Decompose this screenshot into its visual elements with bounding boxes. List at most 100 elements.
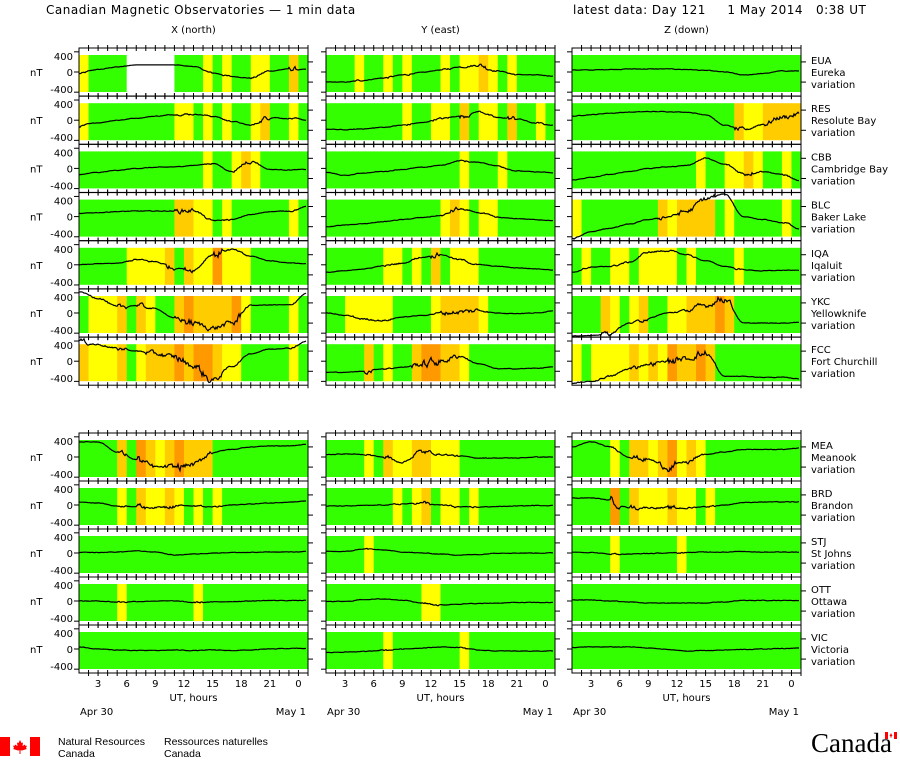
activity-band-quiet bbox=[781, 344, 792, 382]
activity-band-quiet bbox=[696, 103, 706, 141]
magnetometer-chart: X (north) Y (east) Z (down) 400 0 -400 nT EUAEu… bbox=[30, 25, 888, 718]
activity-band-quiet bbox=[516, 151, 527, 189]
activity-band-quiet bbox=[155, 296, 166, 333]
activity-band-active bbox=[164, 440, 175, 477]
activity-band-quiet bbox=[526, 151, 537, 189]
activity-band-quiet bbox=[450, 536, 460, 573]
activity-band-quiet bbox=[734, 55, 745, 92]
activity-band-quiet bbox=[402, 344, 413, 382]
station-variation-label: variation bbox=[811, 513, 855, 524]
activity-band-quiet bbox=[183, 151, 194, 189]
activity-band-quiet bbox=[638, 632, 649, 669]
activity-band-quiet bbox=[174, 247, 185, 285]
activity-band-active bbox=[696, 199, 706, 237]
activity-band-quiet bbox=[772, 632, 783, 669]
activity-band-unsettled bbox=[392, 488, 403, 525]
activity-band-quiet bbox=[488, 296, 499, 333]
wordmark-flag-icon bbox=[885, 732, 897, 739]
activity-band-unsettled bbox=[478, 296, 489, 333]
activity-band-unsettled bbox=[450, 247, 460, 285]
activity-band-quiet bbox=[781, 536, 792, 573]
y-tick-label: 400 bbox=[54, 629, 73, 640]
activity-band-quiet bbox=[791, 296, 802, 333]
activity-band-storm bbox=[136, 440, 147, 477]
activity-band-unsettled bbox=[107, 344, 118, 382]
activity-band-quiet bbox=[526, 55, 537, 92]
activity-band-quiet bbox=[345, 632, 356, 669]
activity-band-quiet bbox=[781, 584, 792, 621]
activity-band-quiet bbox=[203, 632, 213, 669]
activity-band-active bbox=[648, 344, 659, 382]
activity-band-quiet bbox=[581, 103, 592, 141]
activity-band-quiet bbox=[535, 55, 546, 92]
activity-band-unsettled bbox=[686, 488, 697, 525]
activity-band-quiet bbox=[762, 440, 773, 477]
activity-band-quiet bbox=[705, 103, 716, 141]
activity-band-quiet bbox=[440, 247, 451, 285]
activity-band-quiet bbox=[535, 296, 546, 333]
activity-band-unsettled bbox=[469, 247, 480, 285]
y-axis-unit-label: nT bbox=[30, 213, 43, 224]
activity-band-unsettled bbox=[88, 296, 99, 333]
activity-band-quiet bbox=[648, 151, 659, 189]
activity-band-quiet bbox=[791, 247, 802, 285]
activity-band-active bbox=[203, 440, 213, 477]
activity-band-unsettled bbox=[193, 199, 204, 237]
activity-band-quiet bbox=[705, 247, 716, 285]
date-start-label: Apr 30 bbox=[573, 707, 606, 718]
panel-vic-x: 400 0 -400 nT bbox=[30, 622, 313, 676]
activity-band-quiet bbox=[619, 440, 630, 477]
activity-band-unsettled bbox=[193, 247, 204, 285]
y-tick-label: -400 bbox=[50, 85, 73, 96]
activity-band-quiet bbox=[743, 199, 754, 237]
activity-band-quiet bbox=[629, 247, 640, 285]
variation-trace bbox=[78, 113, 307, 128]
activity-band-quiet bbox=[155, 151, 166, 189]
activity-band-quiet bbox=[734, 440, 745, 477]
activity-band-quiet bbox=[724, 55, 735, 92]
activity-band-quiet bbox=[373, 488, 384, 525]
activity-band-active bbox=[222, 296, 233, 333]
activity-band-unsettled bbox=[222, 103, 233, 141]
activity-band-quiet bbox=[791, 55, 802, 92]
activity-band-unsettled bbox=[402, 55, 413, 92]
activity-band-storm bbox=[610, 488, 621, 525]
activity-band-quiet bbox=[516, 632, 527, 669]
activity-band-active bbox=[164, 247, 175, 285]
activity-band-quiet bbox=[743, 55, 754, 92]
activity-band-quiet bbox=[117, 199, 128, 237]
activity-band-quiet bbox=[676, 151, 687, 189]
activity-band-quiet bbox=[497, 55, 508, 92]
activity-band-quiet bbox=[231, 536, 242, 573]
activity-band-unsettled bbox=[724, 199, 735, 237]
activity-band-quiet bbox=[781, 488, 792, 525]
variation-trace bbox=[571, 349, 800, 385]
activity-band-quiet bbox=[288, 440, 299, 477]
activity-band-unsettled bbox=[648, 247, 659, 285]
station-code: VIC bbox=[811, 633, 828, 644]
y-tick-label: -400 bbox=[50, 374, 73, 385]
activity-band-active bbox=[469, 296, 480, 333]
activity-band-quiet bbox=[629, 536, 640, 573]
panel-blc-y bbox=[321, 189, 560, 244]
activity-band-quiet bbox=[88, 247, 99, 285]
activity-band-quiet bbox=[364, 247, 375, 285]
activity-band-active bbox=[600, 296, 611, 333]
activity-band-quiet bbox=[136, 103, 147, 141]
activity-band-quiet bbox=[781, 296, 792, 333]
x-tick-label: 21 bbox=[756, 679, 769, 690]
activity-band-active bbox=[781, 103, 792, 141]
activity-band-quiet bbox=[440, 584, 451, 621]
activity-band-quiet bbox=[241, 440, 252, 477]
activity-band-quiet bbox=[260, 296, 271, 333]
activity-band-quiet bbox=[136, 151, 147, 189]
variation-trace bbox=[325, 308, 554, 322]
activity-band-unsettled bbox=[250, 151, 261, 189]
activity-band-quiet bbox=[222, 536, 233, 573]
variation-trace bbox=[79, 291, 307, 332]
activity-band-quiet bbox=[326, 151, 336, 189]
activity-band-quiet bbox=[591, 488, 602, 525]
activity-band-active bbox=[734, 103, 745, 141]
activity-band-quiet bbox=[488, 151, 499, 189]
activity-band-active bbox=[686, 199, 697, 237]
